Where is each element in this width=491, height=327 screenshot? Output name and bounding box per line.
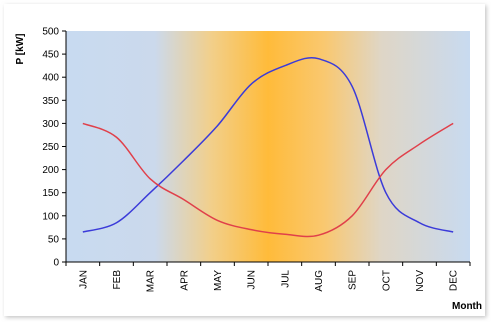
y-tick-label: 50 xyxy=(48,234,60,245)
y-tick-label: 400 xyxy=(42,73,59,84)
y-tick-label: 250 xyxy=(42,142,59,153)
y-tick-label: 200 xyxy=(42,165,59,176)
x-tick-label: MAR xyxy=(146,270,157,292)
x-tick-label: MAY xyxy=(213,270,224,291)
x-tick-label: APR xyxy=(179,270,190,291)
x-tick-label: DEC xyxy=(449,270,460,291)
y-tick-label: 100 xyxy=(42,211,59,222)
x-axis-label: Month xyxy=(452,301,482,312)
y-tick-label: 500 xyxy=(42,27,59,38)
x-tick-label: JAN xyxy=(78,270,89,289)
x-axis-ticks: JAN FEB MAR APR MAY JUN JUL AUG SEP OCT NOV DEC xyxy=(65,262,471,292)
y-axis-ticks: 0 50 100 150 200 250 300 350 400 450 500 xyxy=(42,27,66,269)
y-tick-label: 350 xyxy=(42,96,59,107)
series-line-1 xyxy=(82,56,454,233)
x-tick-label: NOV xyxy=(415,270,426,292)
series-layer xyxy=(82,56,454,238)
x-tick-label: JUL xyxy=(280,270,291,288)
y-tick-label: 300 xyxy=(42,119,59,130)
y-tick-label: 450 xyxy=(42,50,59,61)
x-tick-label: FEB xyxy=(112,270,123,290)
y-axis-label: P [kW] xyxy=(15,34,26,65)
x-tick-label: JUN xyxy=(247,270,258,289)
y-tick-label: 0 xyxy=(53,258,59,269)
y-tick-label: 150 xyxy=(42,188,59,199)
series-line-2 xyxy=(82,122,454,238)
plot-area-background xyxy=(66,31,470,262)
x-tick-label: SEP xyxy=(348,270,359,290)
x-tick-label: AUG xyxy=(314,270,325,292)
x-tick-label: OCT xyxy=(381,270,392,291)
